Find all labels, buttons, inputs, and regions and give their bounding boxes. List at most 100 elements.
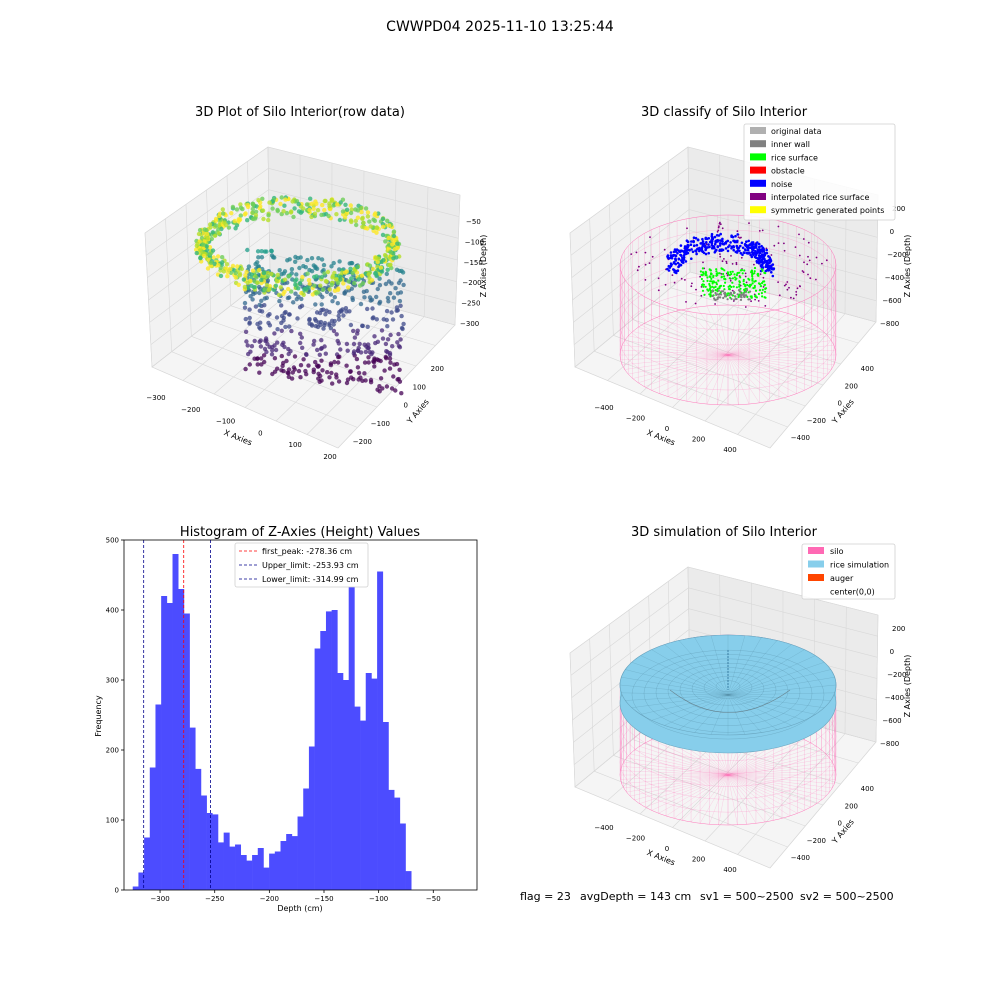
data-point <box>401 321 406 327</box>
legend-label: Upper_limit: -253.93 cm <box>262 561 359 570</box>
data-point <box>690 248 693 251</box>
data-point <box>348 322 354 328</box>
data-point <box>208 251 213 257</box>
data-point <box>363 378 368 383</box>
data-point <box>319 257 325 262</box>
data-point <box>721 227 724 230</box>
data-point <box>400 326 405 332</box>
x-tick-label: −150 <box>314 895 333 903</box>
data-point <box>371 217 376 222</box>
data-point <box>747 239 750 243</box>
data-point <box>718 242 722 245</box>
data-point <box>752 248 755 252</box>
data-point <box>736 230 739 233</box>
data-point <box>355 215 361 220</box>
data-point <box>360 224 365 230</box>
data-point <box>370 306 375 311</box>
y-tick-label: −200 <box>353 438 372 446</box>
data-point <box>703 293 706 296</box>
data-point <box>217 213 222 219</box>
data-point <box>770 271 773 274</box>
data-point <box>807 241 810 244</box>
data-point <box>296 201 301 207</box>
data-point <box>244 269 249 275</box>
data-point <box>312 283 317 288</box>
data-point <box>256 198 261 203</box>
data-point <box>711 294 714 297</box>
data-point <box>795 293 798 296</box>
histogram-bar <box>360 720 367 890</box>
legend: silo rice simulation auger center(0,0) <box>801 543 896 600</box>
data-point <box>194 247 199 252</box>
histogram-bar <box>348 561 355 890</box>
y-tick-label: −200 <box>807 837 826 845</box>
data-point <box>307 207 312 213</box>
data-point <box>390 344 395 349</box>
data-point <box>264 295 269 301</box>
data-point <box>257 370 262 375</box>
y-tick-label: 100 <box>413 383 426 391</box>
data-point <box>391 233 397 239</box>
data-point <box>275 327 280 332</box>
data-point <box>754 253 758 257</box>
data-point <box>709 280 712 283</box>
data-point <box>391 374 396 379</box>
z-axis-label: Z Axies (Depth) <box>479 235 488 298</box>
data-point <box>355 265 360 270</box>
data-point <box>322 320 328 326</box>
data-point <box>672 261 676 265</box>
legend-label: noise <box>771 180 792 189</box>
data-point <box>202 227 207 232</box>
data-point <box>269 271 274 277</box>
data-point <box>286 346 291 352</box>
histogram-bar <box>405 871 412 890</box>
data-point <box>379 269 385 274</box>
data-point <box>245 202 250 208</box>
data-point <box>351 341 357 347</box>
x-tick-label: 0 <box>665 425 669 433</box>
data-point <box>357 341 362 347</box>
data-point <box>220 255 225 260</box>
histogram-bar <box>263 867 270 890</box>
data-point <box>304 202 310 207</box>
data-point <box>714 289 717 292</box>
data-point <box>763 271 766 274</box>
data-point <box>276 292 282 298</box>
histogram-bar <box>314 648 321 890</box>
y-tick-label: −200 <box>807 417 826 425</box>
data-point <box>312 211 318 216</box>
data-point <box>273 347 279 353</box>
data-point <box>724 247 728 250</box>
x-tick-label: −50 <box>426 895 441 903</box>
data-point <box>210 230 216 235</box>
data-point <box>753 284 757 288</box>
data-point <box>204 232 210 237</box>
data-point <box>358 350 364 355</box>
data-point <box>221 269 226 274</box>
data-point <box>243 366 248 372</box>
data-point <box>726 298 729 301</box>
data-point <box>751 279 754 282</box>
data-point <box>344 341 350 347</box>
data-point <box>692 240 695 244</box>
data-point <box>757 254 761 257</box>
data-point <box>712 286 716 289</box>
data-point <box>375 286 380 292</box>
data-point <box>765 251 769 255</box>
data-point <box>400 270 406 275</box>
data-point <box>691 282 693 285</box>
data-point <box>377 299 383 305</box>
data-point <box>381 257 386 263</box>
data-point <box>688 249 691 252</box>
legend-swatch <box>808 547 824 554</box>
data-point <box>730 255 732 257</box>
data-point <box>715 270 718 273</box>
data-point <box>332 359 337 365</box>
data-point <box>351 328 356 334</box>
data-point <box>695 252 698 256</box>
data-point <box>384 349 389 354</box>
data-point <box>815 256 818 259</box>
data-point <box>263 336 269 341</box>
data-point <box>320 287 326 292</box>
data-point <box>390 242 395 247</box>
